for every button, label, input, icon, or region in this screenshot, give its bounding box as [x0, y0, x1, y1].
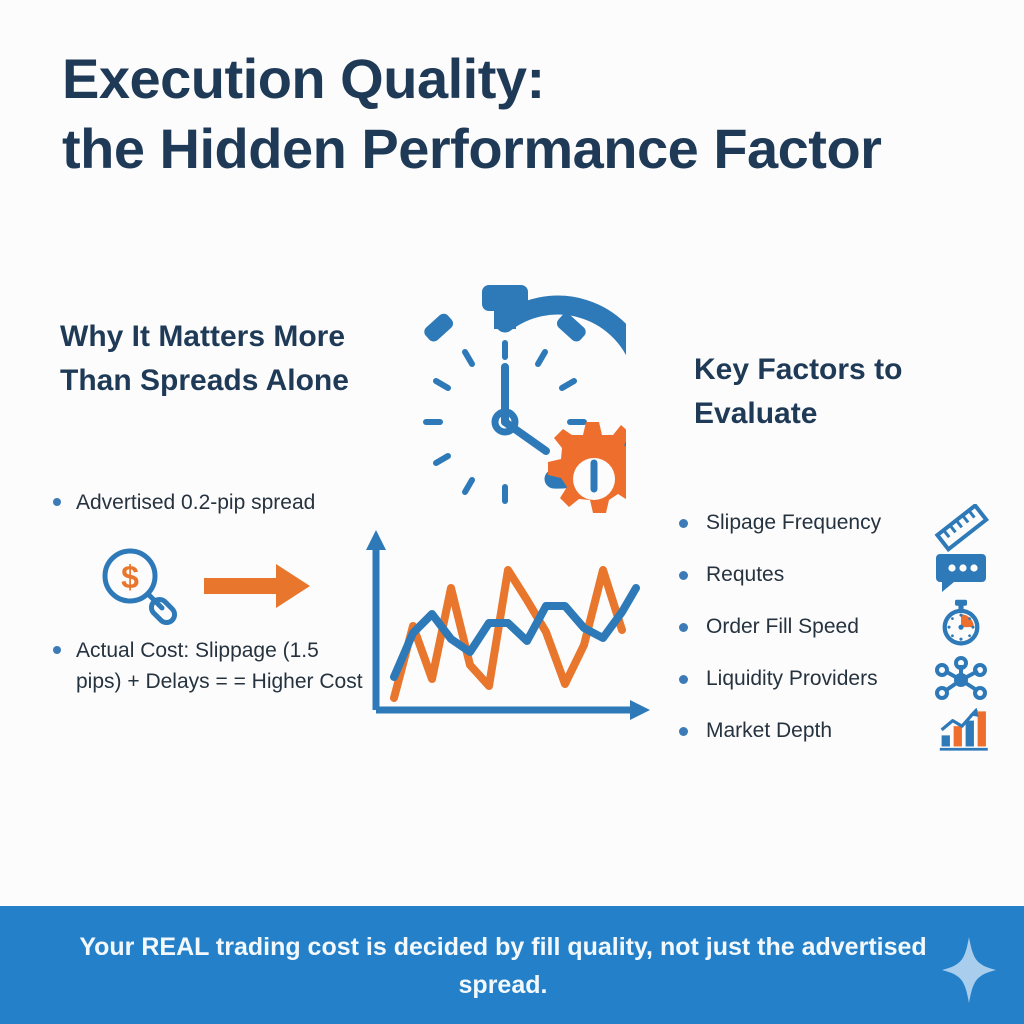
- key-factor-label-2: Order Fill Speed: [706, 615, 859, 638]
- bullet-dot-icon: [679, 727, 688, 736]
- stopwatch-gear-icon: [423, 285, 626, 513]
- chart-series-orange: [390, 566, 626, 702]
- key-factor-label-0: Slipage Frequency: [706, 511, 882, 534]
- bullet-dot-icon: [679, 675, 688, 684]
- sparkle-icon: [942, 937, 996, 1003]
- title-line-1: Execution Quality:: [62, 47, 545, 110]
- key-factor-label-1: Requtes: [706, 563, 785, 586]
- footer-banner: Your REAL trading cost is decided by fil…: [0, 906, 1024, 1024]
- list-item: Liquidity Providers: [676, 656, 996, 716]
- key-factors-list: Slipage Frequency Requtes: [676, 504, 996, 768]
- bullet-dot-icon: [53, 646, 61, 654]
- ruler-icon: [934, 504, 990, 552]
- page-title: Execution Quality: the Hidden Performanc…: [62, 44, 962, 184]
- left-column-heading: Why It Matters More Than Spreads Alone: [60, 320, 349, 397]
- chart-series-blue: [390, 584, 640, 681]
- list-item: Slipage Frequency: [676, 504, 996, 560]
- title-line-2: the Hidden Performance Factor: [62, 117, 882, 180]
- footer-message: Your REAL trading cost is decided by fil…: [79, 933, 927, 999]
- list-item: Advertised 0.2-pip spread: [50, 487, 370, 518]
- magnifier-dollar-icon: $: [102, 548, 178, 626]
- list-item: Market Depth: [676, 707, 996, 768]
- stopwatch-icon: [942, 599, 980, 646]
- dollar-sign-glyph: $: [121, 559, 139, 595]
- network-hub-icon: [935, 656, 987, 700]
- chat-bubble-icon: [936, 554, 986, 592]
- cost-flow-illustration: $: [92, 544, 322, 628]
- key-factor-label-3: Liquidity Providers: [706, 667, 878, 690]
- x-axis-arrow-icon: [630, 700, 650, 720]
- gear-icon: [548, 422, 626, 513]
- execution-volatility-chart: [366, 530, 650, 720]
- bullet-dot-icon: [679, 519, 688, 528]
- list-item: Order Fill Speed: [676, 599, 996, 664]
- list-item: Requtes: [676, 554, 996, 612]
- y-axis-arrow-icon: [366, 530, 386, 550]
- right-column-heading: Key Factors to Evaluate: [694, 353, 903, 430]
- left-bullet-list: Advertised 0.2-pip spread Actual Cost: S…: [50, 487, 370, 697]
- key-factor-label-4: Market Depth: [706, 719, 833, 742]
- left-bullet-label-2: Actual Cost: Slippage (1.5 pips) + Delay…: [76, 639, 363, 693]
- bullet-dot-icon: [679, 571, 688, 580]
- right-arrow-icon: [204, 564, 310, 608]
- list-item: Actual Cost: Slippage (1.5 pips) + Delay…: [50, 635, 370, 697]
- left-bullet-label-1: Advertised 0.2-pip spread: [76, 491, 316, 514]
- bullet-dot-icon: [679, 623, 688, 632]
- bar-chart-icon: [939, 707, 988, 751]
- bullet-dot-icon: [53, 498, 61, 506]
